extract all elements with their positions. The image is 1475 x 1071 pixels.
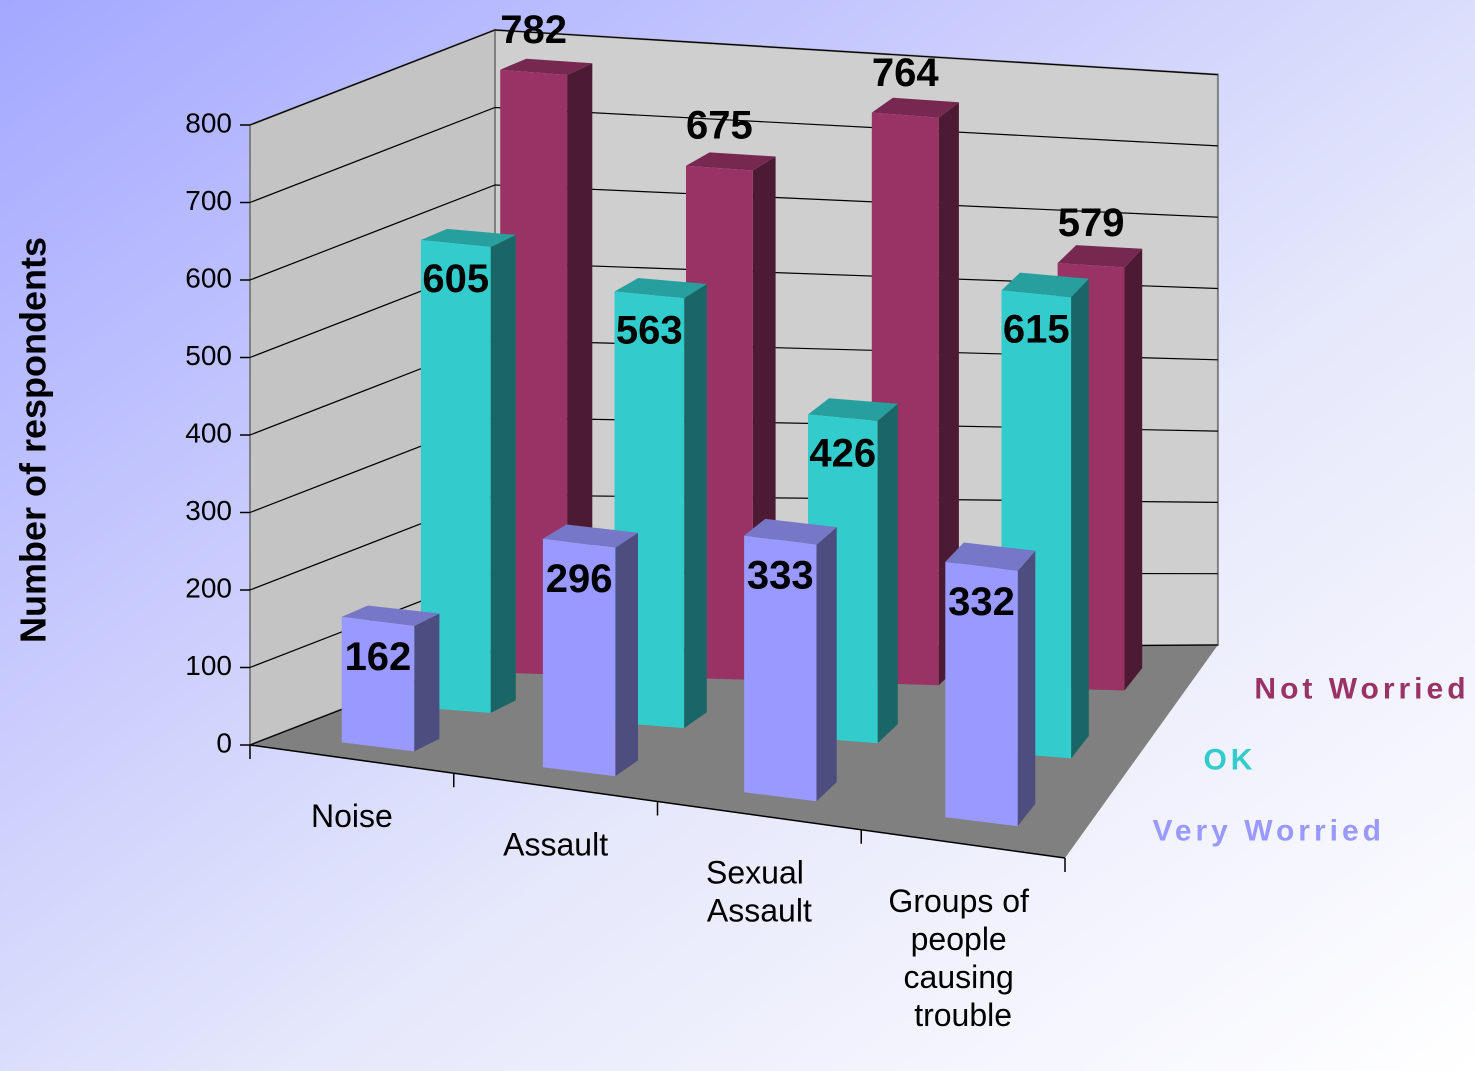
- bar-side: [1017, 550, 1036, 827]
- bar-side: [615, 532, 638, 777]
- data-label: 162: [345, 635, 412, 679]
- data-label: 563: [616, 308, 683, 352]
- bar-side: [414, 613, 440, 752]
- bar-side: [567, 63, 593, 675]
- x-tick-label-line: Assault: [707, 893, 812, 929]
- y-tick-label: 500: [185, 340, 232, 371]
- y-tick-label: 100: [185, 650, 232, 681]
- data-label: 782: [500, 8, 567, 52]
- bar-side: [877, 403, 898, 744]
- data-label: 333: [747, 554, 814, 598]
- bar-top: [871, 97, 959, 118]
- bar: [420, 240, 491, 713]
- x-tick-label: Noise: [311, 799, 393, 835]
- x-tick-label-line: Groups of: [888, 883, 1037, 919]
- bar-top: [1057, 245, 1143, 268]
- bar-side: [684, 284, 707, 729]
- grid-line: [249, 106, 1218, 204]
- bar-side: [1071, 278, 1089, 759]
- x-tick-label-line: causing: [904, 959, 1023, 995]
- bar-top: [500, 58, 593, 75]
- bar-top: [1001, 272, 1089, 298]
- legend-label: OK: [1203, 743, 1256, 776]
- bar: [341, 616, 415, 752]
- bar-top: [420, 228, 516, 247]
- x-tick-label-line: Sexual: [706, 855, 813, 891]
- y-tick-label: 700: [185, 185, 232, 216]
- bar: [744, 535, 817, 802]
- data-label: 675: [686, 104, 753, 148]
- x-tick-label-line: people: [911, 921, 1016, 957]
- bar-side: [1124, 248, 1143, 691]
- x-tick-label-line: Noise: [311, 799, 393, 835]
- bar-side: [816, 527, 837, 802]
- bar-top: [341, 605, 440, 626]
- legend-label: Very Worried: [1152, 814, 1385, 847]
- x-tick-label-line: trouble: [914, 997, 1012, 1033]
- y-axis-title: Number of respondents: [13, 237, 54, 643]
- data-label: 615: [1003, 307, 1070, 351]
- y-tick-label: 0: [216, 727, 232, 758]
- x-tick-label: Groups of people causing trouble: [888, 883, 1037, 1033]
- y-tick-label: 800: [185, 107, 232, 138]
- data-label: 764: [872, 51, 939, 95]
- bar-top: [945, 542, 1036, 571]
- x-tick-label: Assault: [503, 827, 608, 863]
- y-tick-label: 200: [185, 572, 232, 603]
- bar: [542, 538, 616, 777]
- data-label: 426: [809, 431, 876, 475]
- x-tick-label-line: Assault: [503, 827, 608, 863]
- bar: [945, 561, 1018, 827]
- bar-top: [686, 152, 776, 171]
- y-tick-label: 600: [185, 262, 232, 293]
- bar: [500, 69, 568, 675]
- grid-line: [249, 29, 1218, 126]
- x-tick-label: Sexual Assault: [706, 855, 813, 929]
- legend-label: Not Worried: [1254, 672, 1469, 705]
- bar-side: [938, 102, 959, 686]
- data-label: 605: [422, 257, 489, 301]
- bar-top: [542, 524, 638, 548]
- bar-side: [490, 235, 516, 713]
- bar-top: [614, 278, 707, 299]
- data-label: 579: [1058, 201, 1125, 245]
- bar-top: [744, 518, 837, 545]
- y-tick-label: 300: [185, 495, 232, 526]
- data-label: 332: [948, 580, 1015, 624]
- bar-top: [808, 398, 898, 421]
- y-tick-label: 400: [185, 417, 232, 448]
- data-label: 296: [546, 557, 613, 601]
- grid-line: [249, 184, 1218, 281]
